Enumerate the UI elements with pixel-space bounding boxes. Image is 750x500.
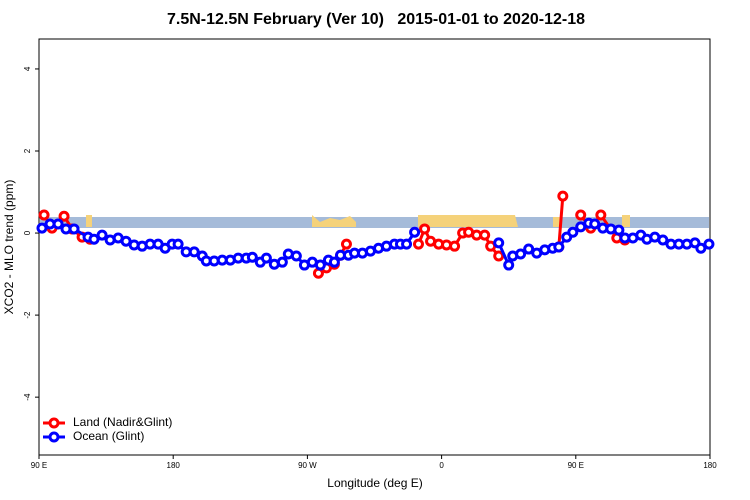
data-point [515, 248, 527, 260]
data-point [188, 246, 200, 258]
data-point [38, 209, 50, 221]
data-point [246, 251, 258, 263]
data-point [695, 242, 707, 254]
map-strip [40, 215, 709, 228]
y-tick-label: 2 [23, 148, 32, 153]
legend-label: Ocean (Glint) [73, 429, 144, 443]
data-point [328, 256, 340, 268]
data-point [88, 233, 100, 245]
data-point [409, 226, 421, 238]
land-shape [312, 215, 356, 227]
data-point [52, 218, 64, 230]
data-point [595, 209, 607, 221]
data-point [575, 209, 587, 221]
data-point [96, 229, 108, 241]
data-point [260, 252, 272, 264]
land-shape [418, 215, 518, 227]
data-point [567, 226, 579, 238]
data-point [657, 234, 669, 246]
data-point [613, 224, 625, 236]
y-tick-label: -4 [23, 393, 32, 401]
x-tick-label: 180 [167, 461, 181, 470]
chart-title: 7.5N-12.5N February (Ver 10) 2015-01-01 … [167, 11, 585, 28]
data-point [340, 238, 352, 250]
x-tick-label: 0 [439, 461, 444, 470]
data-point [589, 218, 601, 230]
data-point [68, 223, 80, 235]
data-point [290, 250, 302, 262]
data-point [503, 259, 515, 271]
legend-marker [48, 417, 60, 429]
data-point [314, 259, 326, 271]
data-point [493, 237, 505, 249]
x-tick-label: 90 E [568, 461, 584, 470]
x-tick-label: 180 [703, 461, 717, 470]
data-point [419, 223, 431, 235]
x-tick-label: 90 W [298, 461, 317, 470]
y-tick-label: 4 [23, 66, 32, 71]
data-point [36, 222, 48, 234]
y-tick-label: -2 [23, 311, 32, 319]
data-point [493, 250, 505, 262]
x-axis-label: Longitude (deg E) [327, 476, 422, 490]
data-point [58, 210, 70, 222]
data-point [523, 243, 535, 255]
land-shape [86, 215, 92, 227]
legend-label: Land (Nadir&Glint) [73, 415, 172, 429]
land-shape [553, 217, 561, 227]
ocean-band [40, 217, 709, 228]
x-tick-label: 90 E [31, 461, 47, 470]
data-point [401, 238, 413, 250]
data-point [276, 256, 288, 268]
land-shape [622, 215, 630, 227]
y-tick-label: 0 [23, 230, 32, 235]
y-axis-label: XCO2 - MLO trend (ppm) [2, 180, 16, 315]
data-point [703, 238, 715, 250]
data-point [557, 190, 569, 202]
data-point [479, 229, 491, 241]
legend-marker [48, 431, 60, 443]
data-point [412, 238, 424, 250]
data-point [553, 241, 565, 253]
data-point [172, 238, 184, 250]
data-point [449, 240, 461, 252]
